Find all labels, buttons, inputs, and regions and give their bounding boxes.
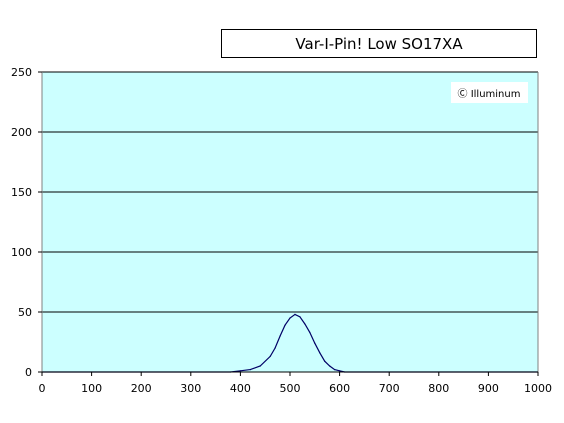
data-point-0-7 [279, 335, 281, 337]
x-tick-label-100: 100 [81, 382, 102, 395]
x-tick-label-800: 800 [428, 382, 449, 395]
watermark-box [451, 82, 528, 103]
data-point-0-12 [304, 323, 306, 325]
y-tick-label-200: 200 [11, 126, 32, 139]
x-tick-label-600: 600 [329, 382, 350, 395]
watermark-badge: Ⓒ Illuminum [451, 82, 528, 103]
data-point-0-5 [269, 355, 271, 357]
data-point-0-9 [289, 317, 291, 319]
data-point-0-8 [284, 324, 286, 326]
x-tick-label-1000: 1000 [524, 382, 552, 395]
x-tick-label-0: 0 [39, 382, 46, 395]
x-tick-label-900: 900 [478, 382, 499, 395]
y-tick-label-150: 150 [11, 186, 32, 199]
data-point-0-13 [309, 331, 311, 333]
tick-labels: 0 100 200 300 400 500 600 700 800 900 1000 0 50 100 15… [11, 66, 552, 395]
data-point-0-19 [339, 370, 341, 372]
watermark-text: Ⓒ Illuminum [458, 88, 521, 100]
y-tick-label-250: 250 [11, 66, 32, 79]
data-point-0-16 [324, 360, 326, 362]
data-point-0-6 [274, 347, 276, 349]
data-point-0-14 [314, 342, 316, 344]
x-tick-label-300: 300 [180, 382, 201, 395]
data-point-0-18 [334, 369, 336, 371]
data-point-0-11 [299, 316, 301, 318]
data-point-0-17 [329, 365, 331, 367]
data-point-0-10 [294, 313, 296, 315]
axes [38, 71, 539, 376]
data-point-0-15 [319, 352, 321, 354]
x-tick-label-700: 700 [379, 382, 400, 395]
x-tick-label-200: 200 [131, 382, 152, 395]
data-point-0-2 [239, 370, 241, 372]
y-tick-label-0: 0 [25, 366, 32, 379]
x-tick-label-400: 400 [230, 382, 251, 395]
y-tick-label-50: 50 [18, 306, 32, 319]
data-point-0-4 [259, 365, 261, 367]
plot-area [42, 72, 538, 372]
chart-title: Var-I-Pin! Low SO17XA [221, 29, 537, 58]
series-line-0 [42, 313, 538, 373]
y-tick-label-100: 100 [11, 246, 32, 259]
x-tick-label-500: 500 [280, 382, 301, 395]
data-point-0-3 [249, 369, 251, 371]
